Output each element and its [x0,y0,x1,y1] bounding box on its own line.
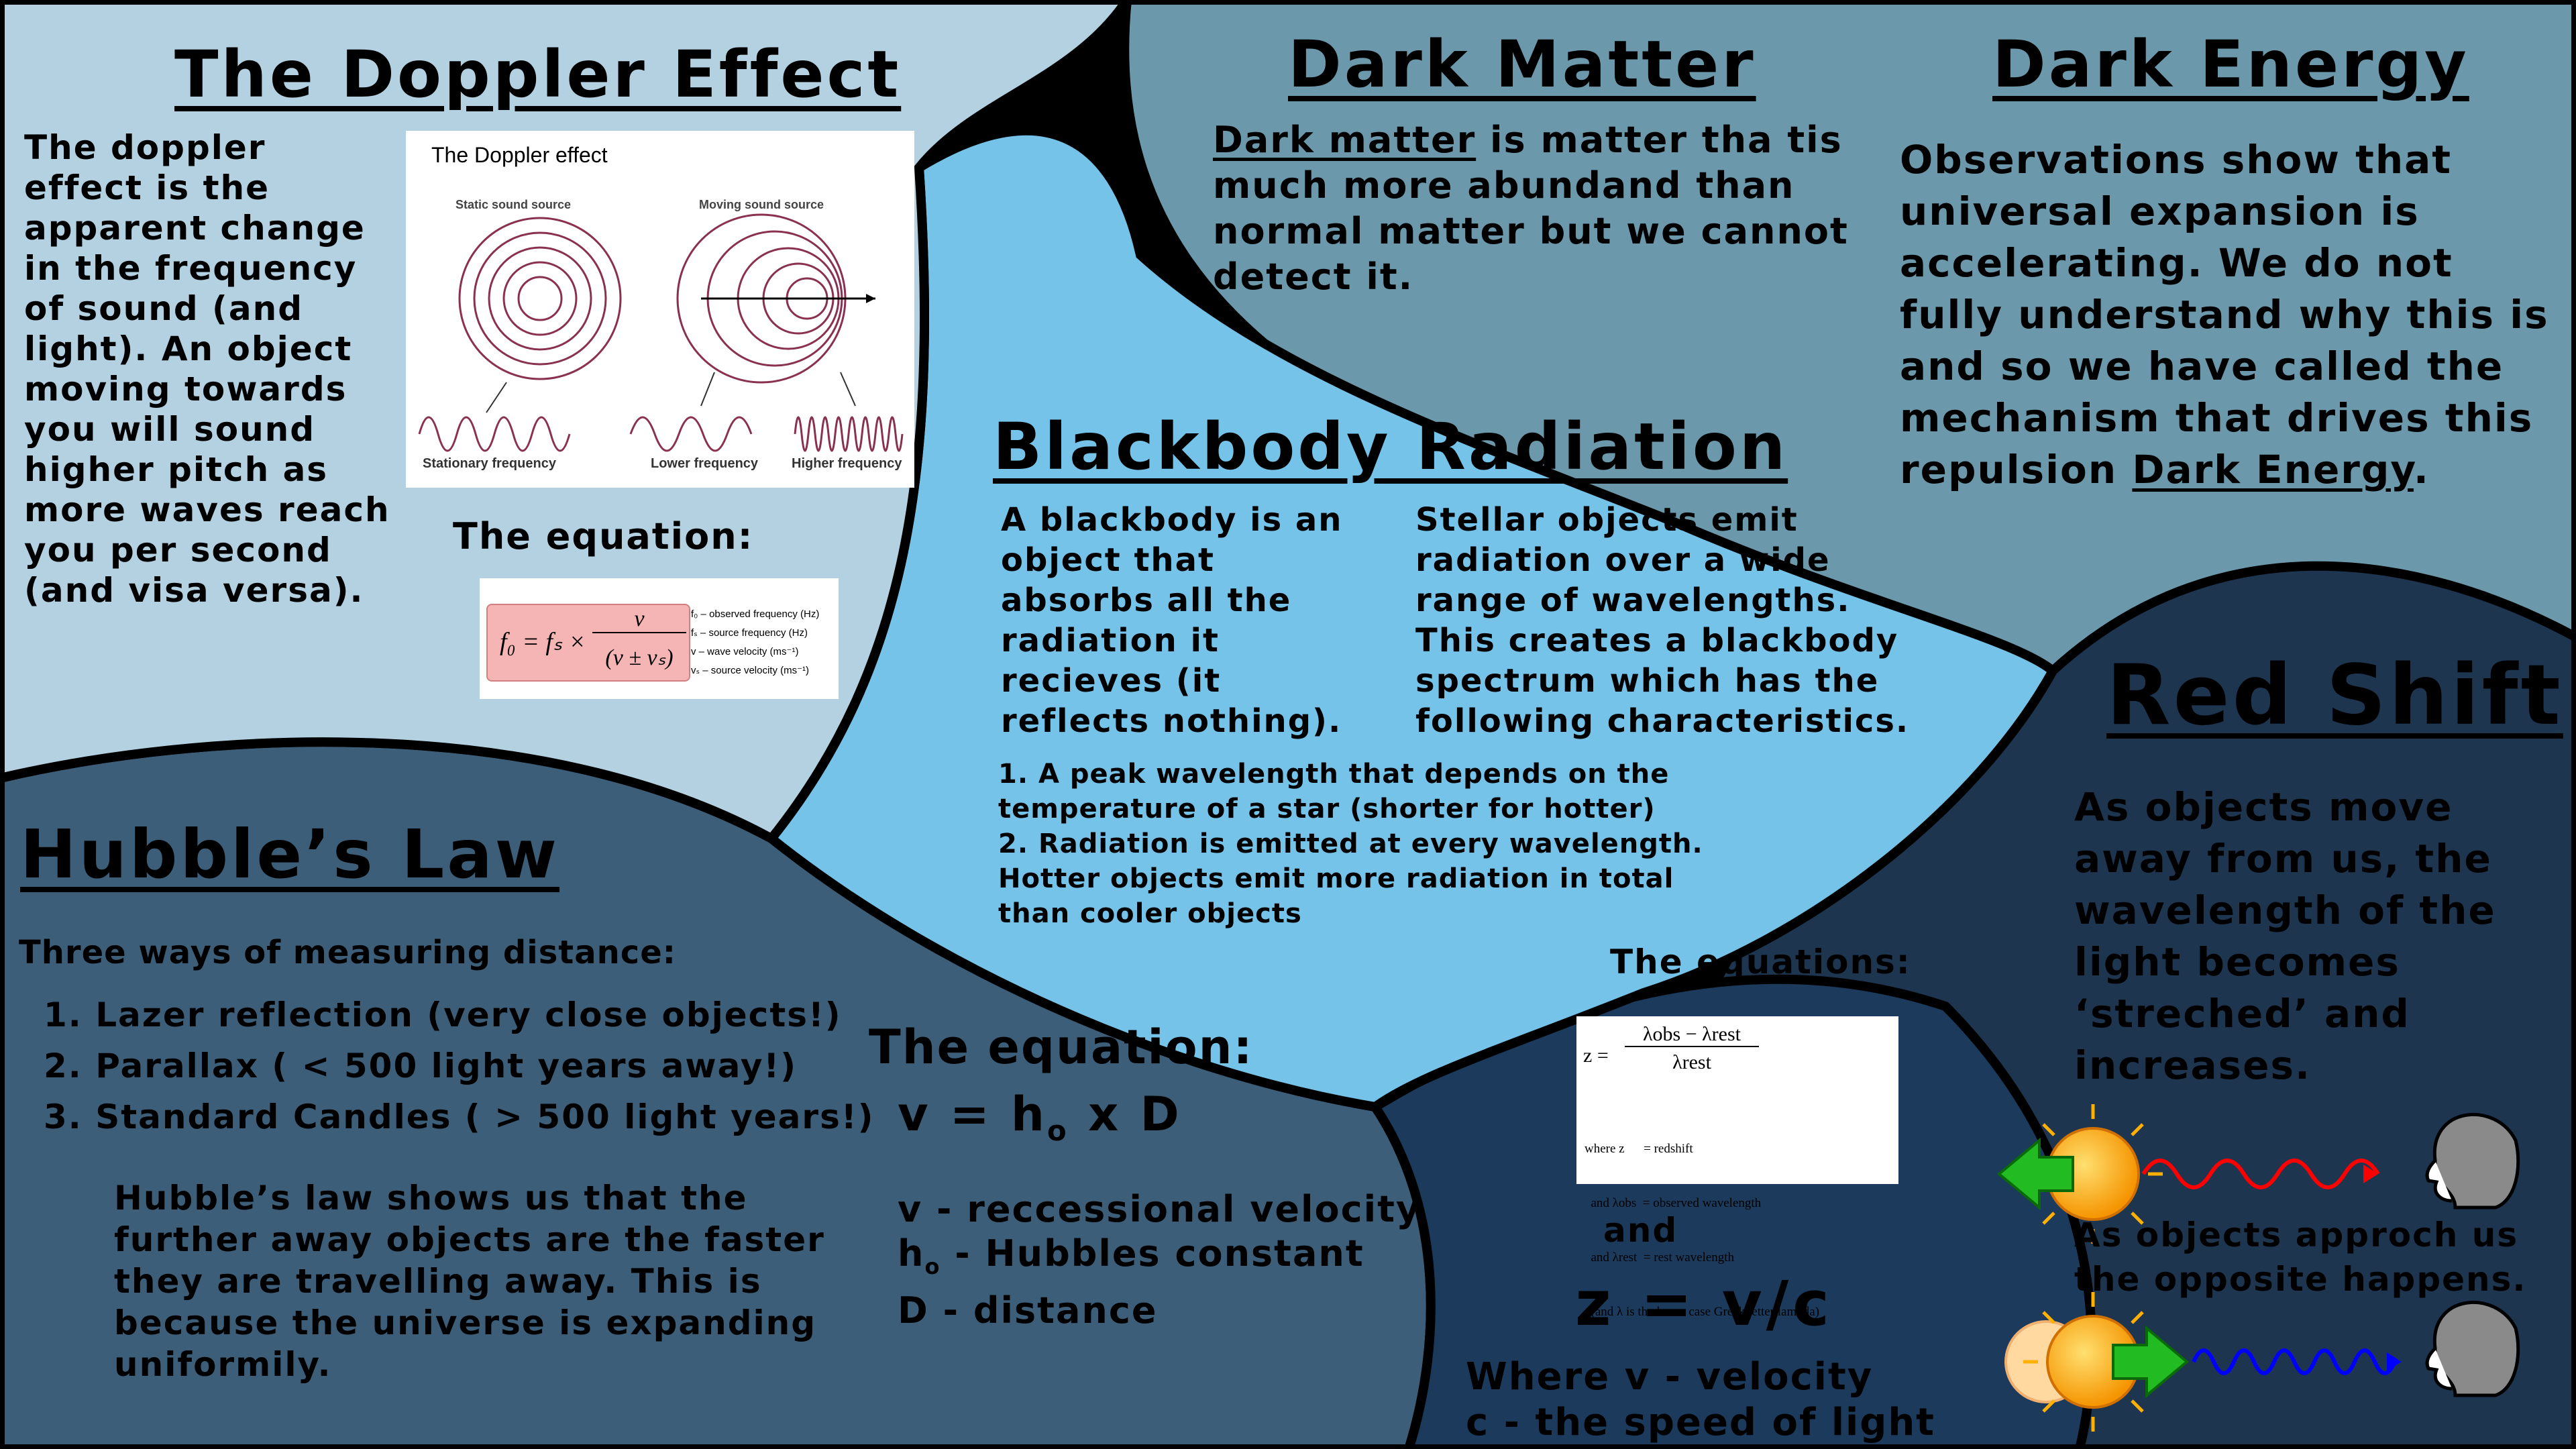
blackbody-spectrum: Stellar objects emit radiation over a wi… [1415,501,1910,740]
observer-head-icon [2425,1300,2520,1397]
red-shift-title: Red Shift [2106,647,2563,744]
hubble-variables: v - reccessional velocity ho - Hubbles c… [898,1187,1421,1333]
redshift-and: and [1603,1211,1678,1250]
redshift-where-c: c - the speed of light [1466,1401,1935,1444]
right-arrow-icon [2112,1325,2190,1399]
dark-energy-title: Dark Energy [1992,27,2469,102]
blackbody-definition: A blackbody is an object that absorbs al… [1001,501,1343,740]
hubble-subtitle: Three ways of measuring distance: [19,934,676,971]
list-item: 3. Standard Candles ( > 500 light years!… [44,1097,875,1136]
redshift-where-list: where z = redshift and λobs = observed w… [1585,1142,1820,1319]
dark-matter-title: Dark Matter [1288,27,1756,102]
dark-matter-body: Dark matter is matter tha tis much more … [1213,119,1849,298]
redshift-where-v: Where v - velocity [1466,1355,1874,1399]
hubble-equation: v = ho x D [898,1087,1182,1147]
receding-illustration [1996,1104,2520,1244]
list-item: 1. Lazer reflection (very close objects!… [44,996,842,1034]
higher-frequency-label: Higher frequency [792,456,902,471]
doppler-equation-box: f₀ = fₛ × v (v ± vₛ) f₀ – observed frequ… [480,578,839,699]
approaching-illustration [2004,1292,2520,1432]
blackbody-points: 1. A peak wavelength that depends on the… [998,759,1703,929]
variable-d: D - distance [898,1289,1158,1332]
red-shift-approach: As objects approch us the opposite happe… [2074,1216,2527,1299]
observer-head-icon [2425,1112,2520,1210]
equation-legend: f₀ – observed frequency (Hz) fₛ – source… [691,608,820,676]
wavefront-diagram [418,213,904,452]
doppler-equation-label: The equation: [453,515,754,557]
doppler-figure: The Doppler effect Static sound source M… [406,131,914,488]
redshift-equations-label: The equations: [1610,943,1911,981]
variable-h: ho - Hubbles constant [898,1232,1364,1279]
red-wave [2141,1159,2380,1189]
static-source-label: Static sound source [455,198,572,211]
red-shift-body: As objects move away from us, the wavele… [2074,784,2496,1088]
stationary-frequency-label: Stationary frequency [423,456,556,471]
sun-icon [2023,1292,2144,1432]
left-arrow-icon [1996,1137,2074,1211]
dark-energy-term: Dark Energy [2132,447,2414,492]
list-item: 2. Parallax ( < 500 light years away!) [44,1046,798,1085]
lower-frequency-label: Lower frequency [651,456,759,471]
doppler-body: The doppler effect is the apparent chang… [24,128,390,610]
variable-v: v - reccessional velocity [898,1188,1421,1230]
hubble-body: Hubble’s law shows us that the further a… [114,1179,825,1384]
distance-methods-list: 1. Lazer reflection (very close objects!… [44,989,875,1142]
equation-denominator: (v ± vₛ) [605,645,674,670]
equation-numerator: v [592,606,686,633]
hubble-equation-label: The equation: [869,1020,1254,1075]
dark-energy-body: Observations show that universal expansi… [1900,137,2549,492]
moving-source-label: Moving sound source [698,198,824,211]
redshift-z-equation: z = v/c [1575,1268,1833,1340]
dark-matter-term: Dark matter [1213,119,1477,161]
equation-lhs: f₀ = fₛ × [500,628,586,656]
blackbody-title: Blackbody Radiation [993,409,1788,484]
blue-wave [2192,1348,2397,1375]
doppler-title: The Doppler Effect [174,37,902,112]
redshift-formula-box: z = λobs − λrest λrest where z = redshif… [1576,1016,1898,1319]
doppler-figure-title: The Doppler effect [431,143,608,167]
hubble-title: Hubble’s Law [20,815,560,894]
